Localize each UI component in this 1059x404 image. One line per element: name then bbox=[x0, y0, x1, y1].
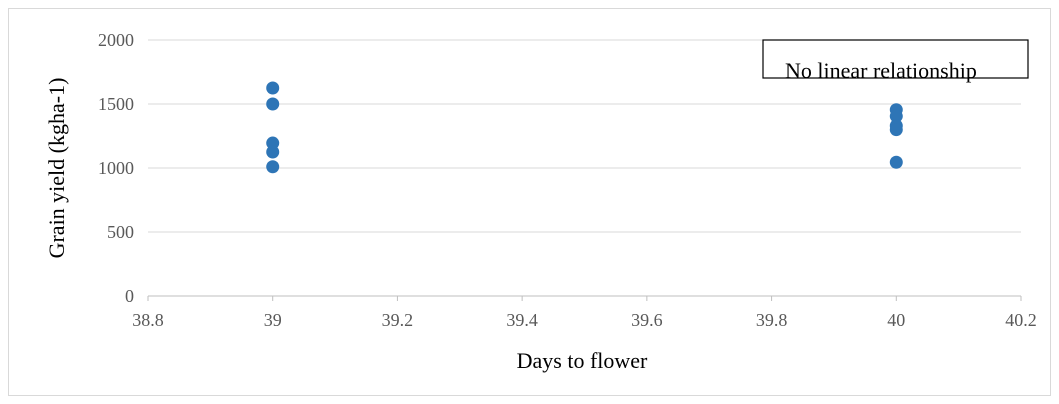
x-tick-label: 39.4 bbox=[506, 310, 538, 330]
y-axis-title: Grain yield (kgha-1) bbox=[44, 78, 69, 259]
y-tick-label: 0 bbox=[125, 286, 134, 306]
data-point bbox=[266, 97, 280, 111]
y-tick-label: 500 bbox=[107, 222, 134, 242]
data-point bbox=[266, 160, 280, 174]
x-tick-label: 39.2 bbox=[382, 310, 414, 330]
y-tick-labels: 0 500 1000 1500 2000 bbox=[98, 30, 134, 306]
data-point bbox=[889, 155, 903, 169]
data-point bbox=[266, 81, 280, 95]
x-tick-label: 39.8 bbox=[756, 310, 788, 330]
y-tick-label: 1000 bbox=[98, 158, 134, 178]
x-tick-label: 38.8 bbox=[132, 310, 164, 330]
annotation-box: No linear relationship bbox=[762, 39, 1029, 83]
annotation-text: No linear relationship bbox=[785, 58, 977, 83]
x-tick-labels: 38.8 39 39.2 39.4 39.6 39.8 40 40.2 bbox=[132, 310, 1037, 330]
data-point bbox=[266, 145, 280, 159]
x-tick-label: 40 bbox=[887, 310, 905, 330]
y-tick-label: 1500 bbox=[98, 94, 134, 114]
y-tick-label: 2000 bbox=[98, 30, 134, 50]
annotation-border bbox=[762, 39, 1029, 79]
data-point bbox=[889, 123, 903, 137]
data-point bbox=[889, 109, 903, 123]
data-points bbox=[266, 81, 903, 174]
x-tick-label: 39 bbox=[264, 310, 282, 330]
x-axis-title: Days to flower bbox=[517, 348, 648, 373]
data-point bbox=[266, 136, 280, 150]
x-tick-label: 39.6 bbox=[631, 310, 663, 330]
x-tick-label: 40.2 bbox=[1005, 310, 1037, 330]
